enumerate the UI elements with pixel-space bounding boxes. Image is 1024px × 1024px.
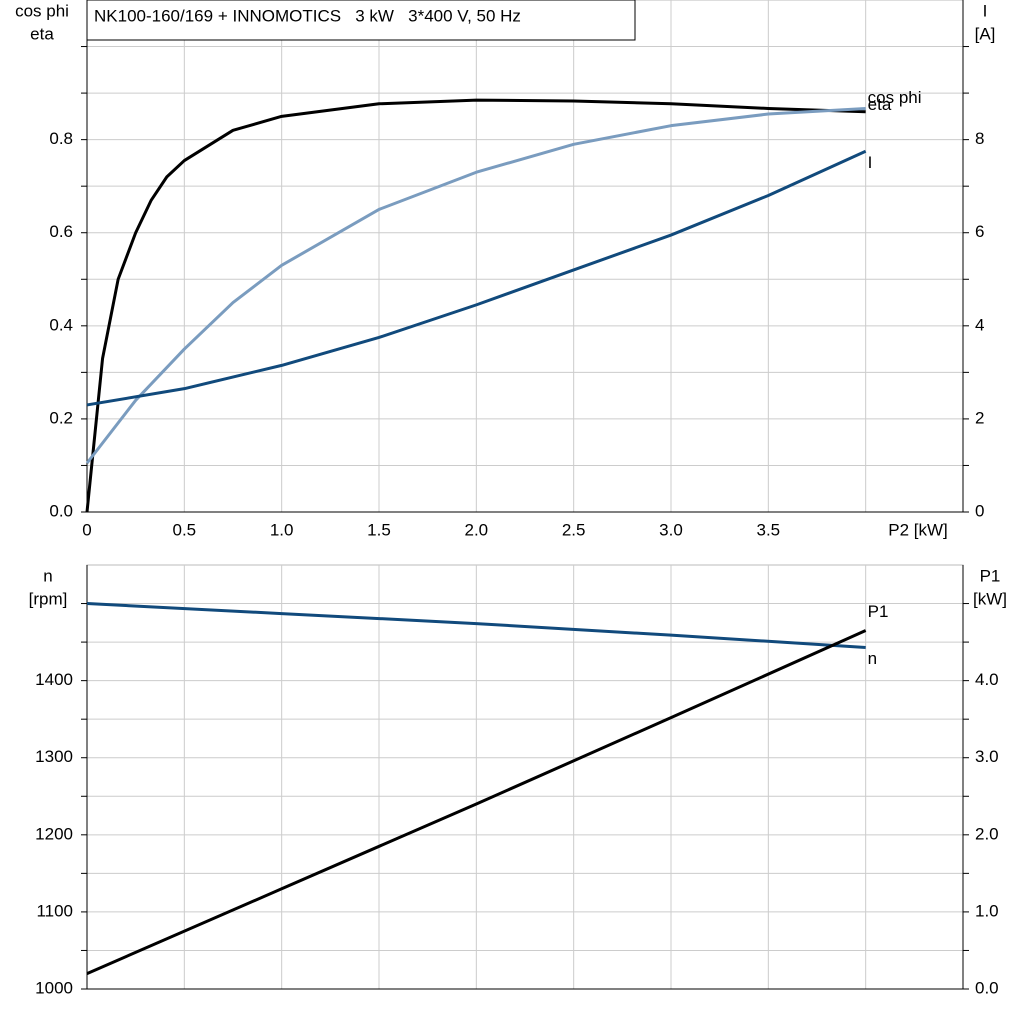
y2-tick-label: 8 [975, 129, 984, 148]
series-label: n [868, 649, 877, 668]
series-line [86, 602, 866, 649]
y2-tick-label: 2.0 [975, 824, 999, 843]
y-tick-label: 1200 [35, 824, 73, 843]
y-tick-label: 1100 [36, 901, 73, 920]
y2-tick-label: 0 [975, 501, 984, 520]
series-label: P1 [868, 602, 889, 621]
x-tick-label: 3.5 [757, 520, 781, 539]
y-tick-label: 0.2 [49, 408, 73, 427]
series-line [86, 149, 867, 407]
series-line [85, 106, 866, 465]
x-axis-title: P2 [kW] [888, 520, 948, 539]
y2-tick-label: 1.0 [975, 901, 999, 920]
y2-axis-title: [A] [975, 24, 996, 43]
series-label: I [868, 153, 873, 172]
y2-tick-label: 4.0 [975, 670, 999, 689]
y-axis-title: eta [30, 24, 54, 43]
x-tick-label: 1.5 [367, 520, 391, 539]
y-tick-label: 1400 [35, 670, 73, 689]
plot-area [86, 564, 964, 990]
y2-tick-label: 3.0 [975, 747, 999, 766]
title-box [86, 0, 636, 41]
y-axis-title: [rpm] [29, 589, 68, 608]
y-tick-label: 0.0 [49, 501, 73, 520]
x-tick-label: 2.0 [465, 520, 489, 539]
series-label: eta [868, 95, 892, 114]
y-tick-label: 1000 [35, 978, 73, 997]
y-tick-label: 0.4 [49, 315, 73, 334]
y2-axis-title: P1 [980, 566, 1001, 585]
chart-title: NK100-160/169 + INNOMOTICS 3 kW 3*400 V,… [94, 6, 521, 25]
plot-area [86, 0, 964, 513]
x-tick-label: 3.0 [659, 520, 683, 539]
x-tick-label: 2.5 [562, 520, 586, 539]
y2-axis-title: [kW] [973, 589, 1007, 608]
y-tick-label: 1300 [35, 747, 73, 766]
y2-tick-label: 4 [975, 315, 984, 334]
y2-tick-label: 2 [975, 408, 984, 427]
y-axis-title: cos phi [15, 1, 69, 20]
x-tick-label: 1.0 [270, 520, 294, 539]
series-line [85, 98, 866, 513]
y2-axis-title: I [983, 1, 988, 20]
x-tick-label: 0 [82, 520, 91, 539]
y2-tick-label: 6 [975, 222, 984, 241]
series-label: cos phi [868, 88, 922, 107]
y-tick-label: 0.8 [49, 129, 73, 148]
y-tick-label: 0.6 [49, 222, 73, 241]
y2-tick-label: 0.0 [975, 978, 999, 997]
y-axis-title: n [43, 566, 52, 585]
x-tick-label: 0.5 [173, 520, 197, 539]
series-line [86, 629, 867, 975]
